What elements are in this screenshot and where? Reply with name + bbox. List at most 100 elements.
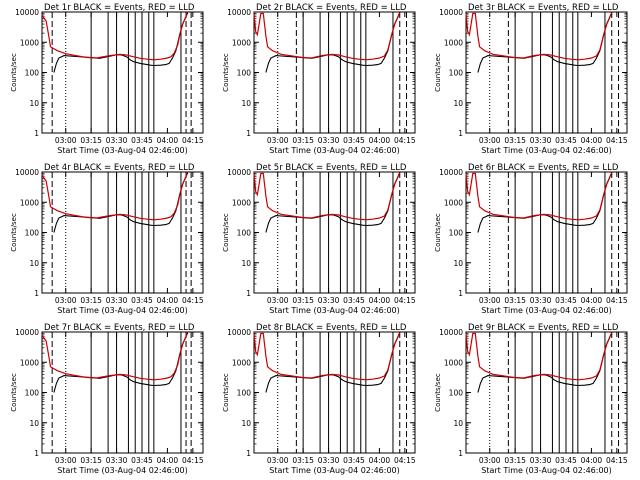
x-tick-label: 04:00 bbox=[369, 296, 391, 305]
x-tick-label: 03:00 bbox=[55, 456, 77, 465]
x-tick-label: 04:00 bbox=[157, 456, 179, 465]
x-tick-label: 03:00 bbox=[267, 136, 289, 145]
series-lld-line bbox=[465, 172, 613, 221]
chart-title: Det 1r BLACK = Events, RED = LLD bbox=[44, 3, 195, 13]
x-axis-label: Start Time (03-Aug-04 02:46:00) bbox=[481, 466, 612, 475]
x-axis-label: Start Time (03-Aug-04 02:46:00) bbox=[57, 306, 188, 315]
x-tick-label: 03:00 bbox=[55, 296, 77, 305]
x-tick-label: 04:15 bbox=[394, 136, 416, 145]
series-lld-line bbox=[41, 12, 189, 61]
chart-title: Det 9r BLACK = Events, RED = LLD bbox=[468, 323, 619, 333]
series-events-line bbox=[53, 12, 189, 73]
y-tick-label: 10000 bbox=[227, 8, 251, 17]
x-tick-label: 03:15 bbox=[292, 136, 314, 145]
y-axis-label: Counts/sec bbox=[10, 373, 18, 412]
y-axis-label: Counts/sec bbox=[222, 373, 230, 412]
y-axis-label: Counts/sec bbox=[222, 53, 230, 92]
y-tick-label: 10000 bbox=[227, 168, 251, 177]
y-tick-label: 10 bbox=[241, 419, 251, 428]
y-tick-label: 100 bbox=[237, 229, 252, 238]
x-axis-label: Start Time (03-Aug-04 02:46:00) bbox=[269, 306, 400, 315]
y-tick-label: 1 bbox=[246, 129, 251, 138]
series-lld-line bbox=[465, 332, 613, 381]
y-tick-label: 10 bbox=[29, 419, 39, 428]
series-events-line bbox=[265, 332, 401, 393]
y-tick-label: 1000 bbox=[20, 38, 39, 47]
y-tick-label: 100 bbox=[449, 229, 464, 238]
x-tick-label: 03:30 bbox=[318, 136, 340, 145]
x-tick-label: 03:45 bbox=[131, 136, 153, 145]
x-tick-label: 04:00 bbox=[581, 456, 603, 465]
y-tick-label: 100 bbox=[25, 229, 40, 238]
chart-title: Det 3r BLACK = Events, RED = LLD bbox=[468, 3, 619, 13]
y-axis-label: Counts/sec bbox=[10, 53, 18, 92]
y-tick-label: 10000 bbox=[439, 328, 463, 337]
y-tick-label: 1 bbox=[246, 289, 251, 298]
y-tick-label: 10000 bbox=[227, 328, 251, 337]
y-tick-label: 10 bbox=[241, 259, 251, 268]
y-tick-label: 10 bbox=[453, 99, 463, 108]
y-tick-label: 1 bbox=[458, 289, 463, 298]
chart-panel-7: Det 7r BLACK = Events, RED = LLD 1 10 100 10… bbox=[10, 323, 204, 475]
x-tick-label: 04:15 bbox=[394, 456, 416, 465]
x-tick-label: 03:15 bbox=[80, 136, 102, 145]
x-tick-label: 03:00 bbox=[479, 136, 501, 145]
series-events-line bbox=[477, 172, 613, 233]
y-tick-label: 100 bbox=[449, 69, 464, 78]
x-tick-label: 04:00 bbox=[157, 296, 179, 305]
x-tick-label: 03:45 bbox=[131, 296, 153, 305]
y-tick-label: 10 bbox=[29, 99, 39, 108]
y-tick-label: 1000 bbox=[444, 38, 463, 47]
y-tick-label: 100 bbox=[237, 389, 252, 398]
y-tick-label: 1000 bbox=[444, 198, 463, 207]
x-axis-label: Start Time (03-Aug-04 02:46:00) bbox=[269, 466, 400, 475]
y-tick-label: 1 bbox=[458, 129, 463, 138]
y-tick-label: 10000 bbox=[439, 8, 463, 17]
x-tick-label: 04:15 bbox=[182, 296, 204, 305]
chart-panel-5: Det 5r BLACK = Events, RED = LLD 1 10 100 10… bbox=[222, 163, 416, 315]
series-lld-line bbox=[253, 332, 401, 381]
x-tick-label: 03:45 bbox=[343, 136, 365, 145]
x-tick-label: 03:15 bbox=[504, 296, 526, 305]
series-events-line bbox=[53, 172, 189, 233]
y-tick-label: 10 bbox=[241, 99, 251, 108]
x-tick-label: 04:00 bbox=[581, 136, 603, 145]
series-lld-line bbox=[41, 172, 189, 221]
chart-title: Det 5r BLACK = Events, RED = LLD bbox=[256, 163, 407, 173]
series-lld-line bbox=[253, 12, 401, 61]
y-tick-label: 1 bbox=[34, 289, 39, 298]
series-events-line bbox=[265, 172, 401, 233]
y-axis-label: Counts/sec bbox=[434, 53, 442, 92]
y-tick-label: 1000 bbox=[232, 358, 251, 367]
series-events-line bbox=[265, 12, 401, 73]
y-tick-label: 100 bbox=[237, 69, 252, 78]
y-tick-label: 1 bbox=[458, 449, 463, 458]
y-tick-label: 10000 bbox=[15, 168, 39, 177]
x-tick-label: 03:00 bbox=[267, 456, 289, 465]
x-tick-label: 03:30 bbox=[530, 136, 552, 145]
x-tick-label: 03:15 bbox=[504, 456, 526, 465]
x-tick-label: 04:15 bbox=[606, 456, 628, 465]
y-tick-label: 10000 bbox=[15, 8, 39, 17]
x-tick-label: 03:00 bbox=[479, 296, 501, 305]
x-tick-label: 03:15 bbox=[80, 456, 102, 465]
x-axis-label: Start Time (03-Aug-04 02:46:00) bbox=[57, 466, 188, 475]
chart-panel-6: Det 6r BLACK = Events, RED = LLD 1 10 100 10… bbox=[434, 163, 628, 315]
y-tick-label: 1000 bbox=[232, 38, 251, 47]
x-tick-label: 03:45 bbox=[131, 456, 153, 465]
y-tick-label: 1 bbox=[246, 449, 251, 458]
series-events-line bbox=[53, 332, 189, 393]
y-tick-label: 10 bbox=[453, 259, 463, 268]
y-tick-label: 1 bbox=[34, 129, 39, 138]
x-tick-label: 03:45 bbox=[343, 456, 365, 465]
x-tick-label: 03:15 bbox=[504, 136, 526, 145]
y-axis-label: Counts/sec bbox=[10, 213, 18, 252]
x-tick-label: 03:45 bbox=[555, 456, 577, 465]
x-tick-label: 03:30 bbox=[530, 456, 552, 465]
x-tick-label: 03:30 bbox=[318, 456, 340, 465]
y-tick-label: 1000 bbox=[444, 358, 463, 367]
chart-title: Det 2r BLACK = Events, RED = LLD bbox=[256, 3, 407, 13]
x-tick-label: 03:45 bbox=[555, 136, 577, 145]
chart-title: Det 8r BLACK = Events, RED = LLD bbox=[256, 323, 407, 333]
